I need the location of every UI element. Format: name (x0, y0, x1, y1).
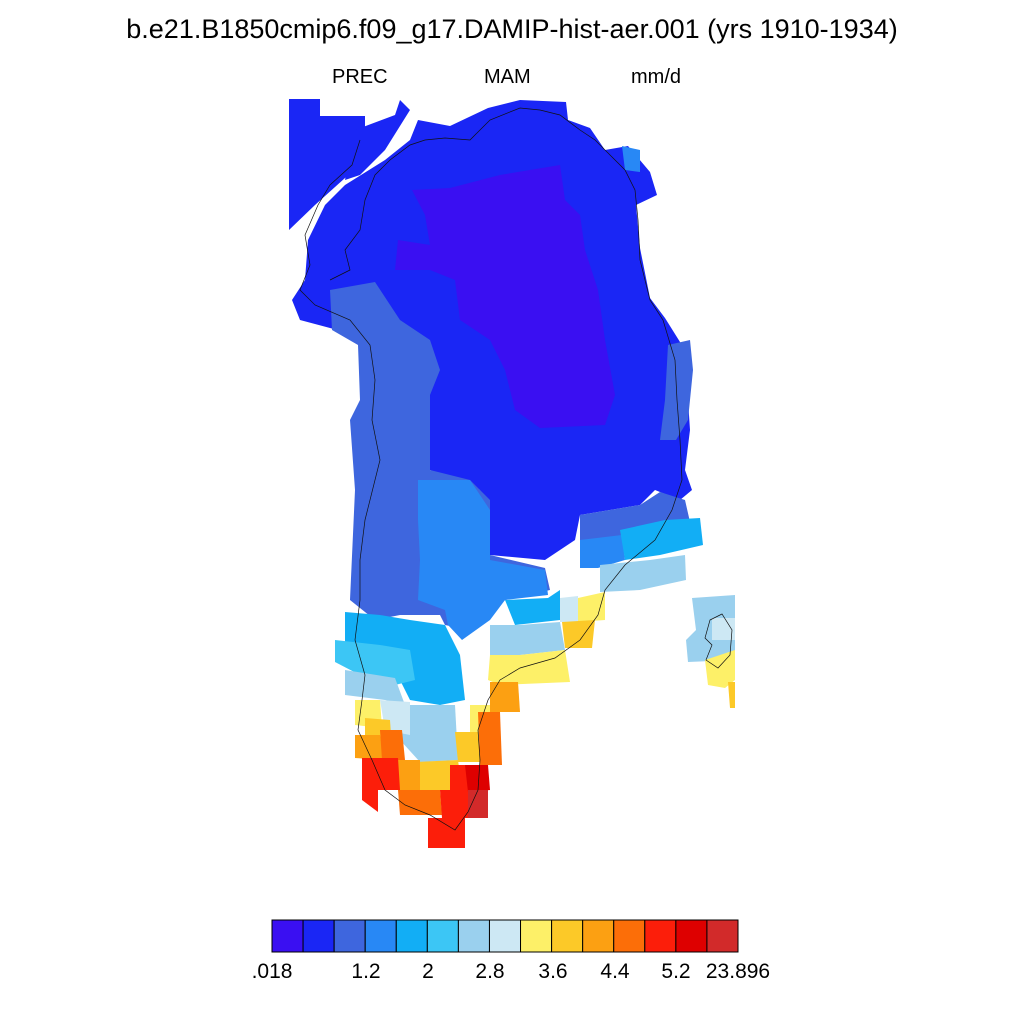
field-zone-steelblue (330, 282, 550, 630)
colorbar (271, 919, 739, 953)
coastline-iceland (704, 613, 733, 669)
field-zone-orange (395, 760, 420, 790)
units-label: mm/d (631, 66, 681, 88)
season-label: MAM (484, 66, 531, 88)
colorbar-swatch (520, 919, 553, 953)
field-zone-orange (355, 735, 385, 760)
field-zone-yellow (705, 650, 735, 688)
field-zone-red (362, 758, 400, 812)
colorbar-swatch (426, 919, 459, 953)
colorbar-label: 1.2 (351, 960, 381, 983)
field-zone-lightblue (600, 555, 686, 592)
colorbar-swatch (395, 919, 428, 953)
field-zone-paleblue (560, 596, 578, 622)
field-zone-darkorange (478, 712, 502, 765)
colorbar-label: 2 (422, 960, 434, 983)
field-zone-gold (562, 620, 595, 648)
field-zone-lightblue (345, 670, 405, 705)
field-zone-orange (490, 682, 520, 712)
colorbar-label: 3.6 (538, 960, 568, 983)
field-zone-sky (335, 640, 415, 685)
field-zone-yellow (488, 650, 570, 685)
field-zone-gold (728, 682, 735, 708)
colorbar-swatch (582, 919, 615, 953)
colorbar-label: .018 (251, 960, 293, 983)
field-zone-azure (505, 590, 560, 625)
field-zone-gold (455, 732, 480, 762)
field-zone-darkred (468, 790, 488, 818)
colorbar-swatch (706, 919, 739, 953)
field-zone-darkorange (380, 730, 405, 760)
field-zone-red (440, 790, 470, 818)
field-zone-paleblue (712, 618, 735, 640)
colorbar-swatch (364, 919, 397, 953)
field-zone-red (428, 818, 465, 848)
plot-title: b.e21.B1850cmip6.f09_g17.DAMIP-hist-aer.… (126, 14, 898, 44)
field-zone-red (450, 765, 470, 790)
field-zone-crimson (465, 765, 490, 792)
variable-label: PREC (332, 66, 388, 88)
field-zone-blue-medium (580, 535, 625, 568)
colorbar-swatch (302, 919, 335, 953)
field-zone-blue-medium (418, 480, 548, 640)
precipitation-field (289, 99, 735, 848)
colorbar-swatch (644, 919, 677, 953)
colorbar-swatch (271, 919, 304, 953)
colorbar-swatch (551, 919, 584, 953)
field-zone-lightblue (686, 595, 735, 662)
colorbar-label: 5.2 (661, 960, 691, 983)
colorbar-label: 2.8 (475, 960, 505, 983)
colorbar-swatch (613, 919, 646, 953)
colorbar-swatch (675, 919, 708, 953)
colorbar-swatch (333, 919, 366, 953)
field-zone-blue-medium (622, 146, 640, 172)
field-zone-lightblue (400, 705, 458, 762)
colorbar-swatch (457, 919, 490, 953)
field-zone-blue (289, 99, 365, 230)
coastline (299, 107, 733, 831)
colorbar-label: 4.4 (600, 960, 630, 983)
field-zone-lightblue (490, 622, 565, 655)
field-zone-violet (395, 165, 615, 428)
field-zone-yellow (578, 592, 605, 622)
colorbar-label: 23.896 (705, 960, 771, 983)
field-zone-blue (345, 100, 410, 180)
coastline-greenland (299, 107, 683, 831)
field-zone-darkorange (398, 790, 442, 815)
colorbar-swatch (488, 919, 522, 953)
field-zone-azure (620, 518, 703, 560)
